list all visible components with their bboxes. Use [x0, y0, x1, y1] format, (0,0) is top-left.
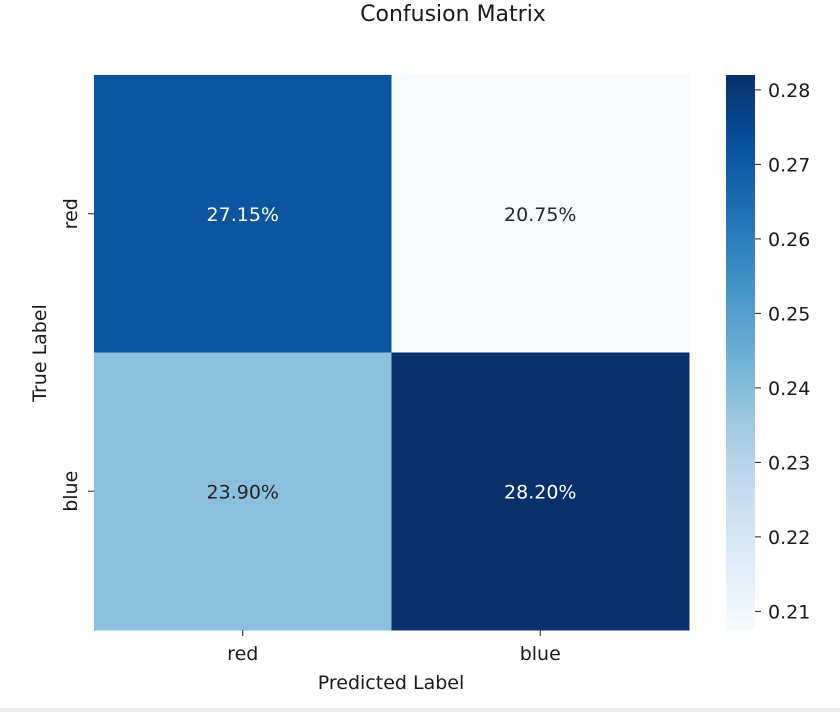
bottom-divider: [0, 708, 840, 712]
x-tick-label: red: [227, 643, 258, 665]
heatmap-cells: [94, 75, 690, 631]
cell-value-label: 27.15%: [207, 204, 279, 226]
colorbar-tick-label: 0.23: [768, 452, 810, 474]
cell-value-label: 28.20%: [504, 481, 576, 503]
chart-title: Confusion Matrix: [360, 2, 546, 27]
heatmap-cell-red-blue: [391, 75, 690, 353]
heatmap-cell-red-red: [94, 75, 392, 353]
x-axis-label: Predicted Label: [318, 672, 465, 694]
colorbar-tick-label: 0.24: [768, 378, 810, 400]
heatmap-cell-blue-blue: [391, 352, 690, 631]
cell-value-label: 23.90%: [207, 481, 279, 503]
colorbar-ticks: 0.21 0.22 0.23 0.24 0.25 0.26 0.27 0.28: [755, 80, 810, 623]
heatmap-cell-blue-red: [94, 352, 392, 631]
colorbar-tick-label: 0.27: [768, 154, 810, 176]
y-tick-label: red: [60, 198, 82, 229]
colorbar-tick-label: 0.26: [768, 229, 810, 251]
heatmap-cell-labels: 27.15% 20.75% 23.90% 28.20%: [207, 204, 577, 504]
colorbar-tick-label: 0.25: [768, 303, 810, 325]
y-axis: red blue: [60, 198, 94, 512]
colorbar: [726, 75, 755, 630]
cell-value-label: 20.75%: [504, 204, 576, 226]
x-tick-label: blue: [520, 643, 561, 665]
colorbar-tick-label: 0.21: [768, 601, 810, 623]
y-tick-label: blue: [60, 471, 82, 512]
colorbar-tick-label: 0.28: [768, 80, 810, 102]
y-axis-label: True Label: [29, 304, 51, 403]
x-axis: red blue: [227, 630, 561, 665]
colorbar-tick-label: 0.22: [768, 527, 810, 549]
